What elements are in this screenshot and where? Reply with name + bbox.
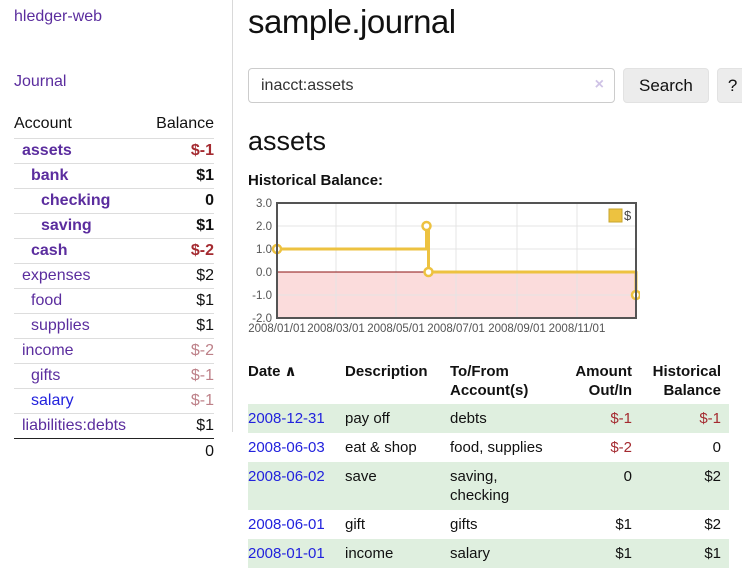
- accounts-total-row: 0: [14, 439, 214, 466]
- y-tick-label: -1.0: [252, 290, 272, 302]
- page-title: sample.journal: [248, 3, 456, 40]
- account-balance: $2: [196, 267, 214, 284]
- register-row: 2008-06-02 save saving, checking 0 $2: [248, 462, 729, 510]
- register-header-description: Description: [345, 363, 428, 380]
- account-row: income $-2: [14, 338, 214, 364]
- account-link[interactable]: income: [22, 342, 74, 359]
- y-tick-label: 2.0: [256, 221, 272, 233]
- account-row: saving $1: [14, 213, 214, 239]
- x-tick-label: 2008/07/01: [427, 323, 485, 335]
- account-row: salary $-1: [14, 388, 214, 414]
- account-balance: $1: [196, 292, 214, 309]
- register-header-amount: Amount Out/In: [575, 363, 632, 399]
- register-table: Date ∧ Description To/From Account(s) Amou…: [248, 360, 729, 568]
- sidebar-item-journal[interactable]: Journal: [14, 73, 67, 90]
- transaction-date-link[interactable]: 2008-06-02: [248, 468, 325, 485]
- register-header-balance: Historical Balance: [652, 363, 721, 399]
- register-header-accounts: To/From Account(s): [450, 363, 529, 399]
- account-balance: $1: [196, 417, 214, 434]
- sort-ascending-icon: ∧: [284, 363, 297, 380]
- account-row: bank $1: [14, 163, 214, 189]
- x-tick-label: 2008/03/01: [307, 323, 365, 335]
- search-form: × Search ?: [248, 68, 742, 103]
- main-content: sample.journal × Search ? assets Histori…: [233, 0, 742, 568]
- accounts-table: Account Balance assets $-1 bank $1 checking 0…: [14, 112, 214, 465]
- account-balance: $-2: [190, 242, 214, 259]
- register-row: 2008-06-01 gift gifts $1 $2: [248, 516, 721, 533]
- account-link[interactable]: cash: [31, 242, 68, 259]
- account-row: cash $-2: [14, 238, 214, 264]
- account-row: liabilities:debts $1: [14, 413, 214, 439]
- account-link[interactable]: supplies: [31, 317, 90, 334]
- help-button[interactable]: ?: [716, 68, 742, 103]
- search-button[interactable]: Search: [623, 68, 709, 103]
- data-point-marker: [423, 266, 434, 278]
- account-balance: $-1: [190, 142, 214, 159]
- accounts-header-balance: Balance: [156, 115, 214, 132]
- account-link[interactable]: checking: [41, 192, 111, 209]
- account-link[interactable]: expenses: [22, 267, 91, 284]
- register-header-row: Date ∧ Description To/From Account(s) Amou…: [248, 360, 729, 404]
- account-row: food $1: [14, 288, 214, 314]
- plot-border: [276, 202, 637, 319]
- clear-search-icon[interactable]: ×: [594, 76, 604, 93]
- account-balance: $1: [196, 167, 214, 184]
- transaction-date-link[interactable]: 2008-06-03: [248, 439, 325, 456]
- account-row: assets $-1: [14, 138, 214, 164]
- account-balance: $-1: [190, 367, 214, 384]
- transaction-date-link[interactable]: 2008-06-01: [248, 516, 325, 533]
- x-tick-label: 2008/01/01: [248, 323, 306, 335]
- data-point-marker: [421, 220, 432, 232]
- legend-label: $: [624, 208, 632, 223]
- legend-swatch: [608, 208, 623, 223]
- account-balance: $1: [196, 217, 214, 234]
- account-link[interactable]: bank: [31, 167, 69, 184]
- account-link[interactable]: liabilities:debts: [22, 417, 127, 434]
- account-row: expenses $2: [14, 263, 214, 289]
- account-row: checking 0: [14, 188, 214, 214]
- account-balance: 0: [205, 192, 214, 209]
- x-tick-label: 2008/05/01: [367, 323, 425, 335]
- chart-title: Historical Balance:: [248, 172, 384, 189]
- account-row: supplies $1: [14, 313, 214, 339]
- transaction-date-link[interactable]: 2008-12-31: [248, 410, 325, 427]
- app-title-link[interactable]: hledger-web: [14, 8, 103, 25]
- accounts-header-row: Account Balance: [14, 112, 214, 139]
- historical-balance-chart[interactable]: $3.0 2.0 1.0 0.0 -1.0 -2.0 2008/01/01 2008/03/0…: [248, 196, 642, 341]
- account-balance: $-2: [190, 342, 214, 359]
- search-input[interactable]: [248, 68, 615, 103]
- accounts-total-value: 0: [205, 443, 214, 460]
- accounts-total-spacer: [14, 439, 146, 466]
- register-header-date[interactable]: Date ∧: [248, 360, 345, 404]
- account-balance: $-1: [190, 392, 214, 409]
- account-link[interactable]: saving: [41, 217, 92, 234]
- account-link[interactable]: salary: [31, 392, 74, 409]
- account-link[interactable]: food: [31, 292, 63, 309]
- x-tick-label: 2008/11/01: [549, 323, 606, 335]
- account-link[interactable]: assets: [22, 142, 72, 159]
- register-row: 2008-12-31 pay off debts $-1 $-1: [248, 404, 729, 433]
- y-tick-label: -2.0: [252, 313, 272, 325]
- account-row: gifts $-1: [14, 363, 214, 389]
- search-box: ×: [248, 68, 615, 103]
- account-balance: $1: [196, 317, 214, 334]
- y-tick-label: 1.0: [256, 244, 272, 256]
- accounts-header-account: Account: [14, 115, 72, 132]
- account-link[interactable]: gifts: [31, 367, 61, 384]
- register-row: 2008-06-03 eat & shop food, supplies $-2 0: [248, 439, 721, 456]
- register-header-date-label: Date: [248, 363, 281, 380]
- register-row: 2008-01-01 income salary $1 $1: [248, 539, 729, 568]
- sidebar: hledger-web Journal Account Balance asse…: [0, 0, 233, 460]
- x-tick-label: 2008/09/01: [488, 323, 546, 335]
- transaction-date-link[interactable]: 2008-01-01: [248, 545, 325, 562]
- y-tick-label: 3.0: [256, 198, 272, 210]
- y-tick-label: 0.0: [256, 267, 272, 279]
- app-layout: hledger-web Journal Account Balance asse…: [0, 0, 742, 568]
- account-heading: assets: [248, 126, 327, 156]
